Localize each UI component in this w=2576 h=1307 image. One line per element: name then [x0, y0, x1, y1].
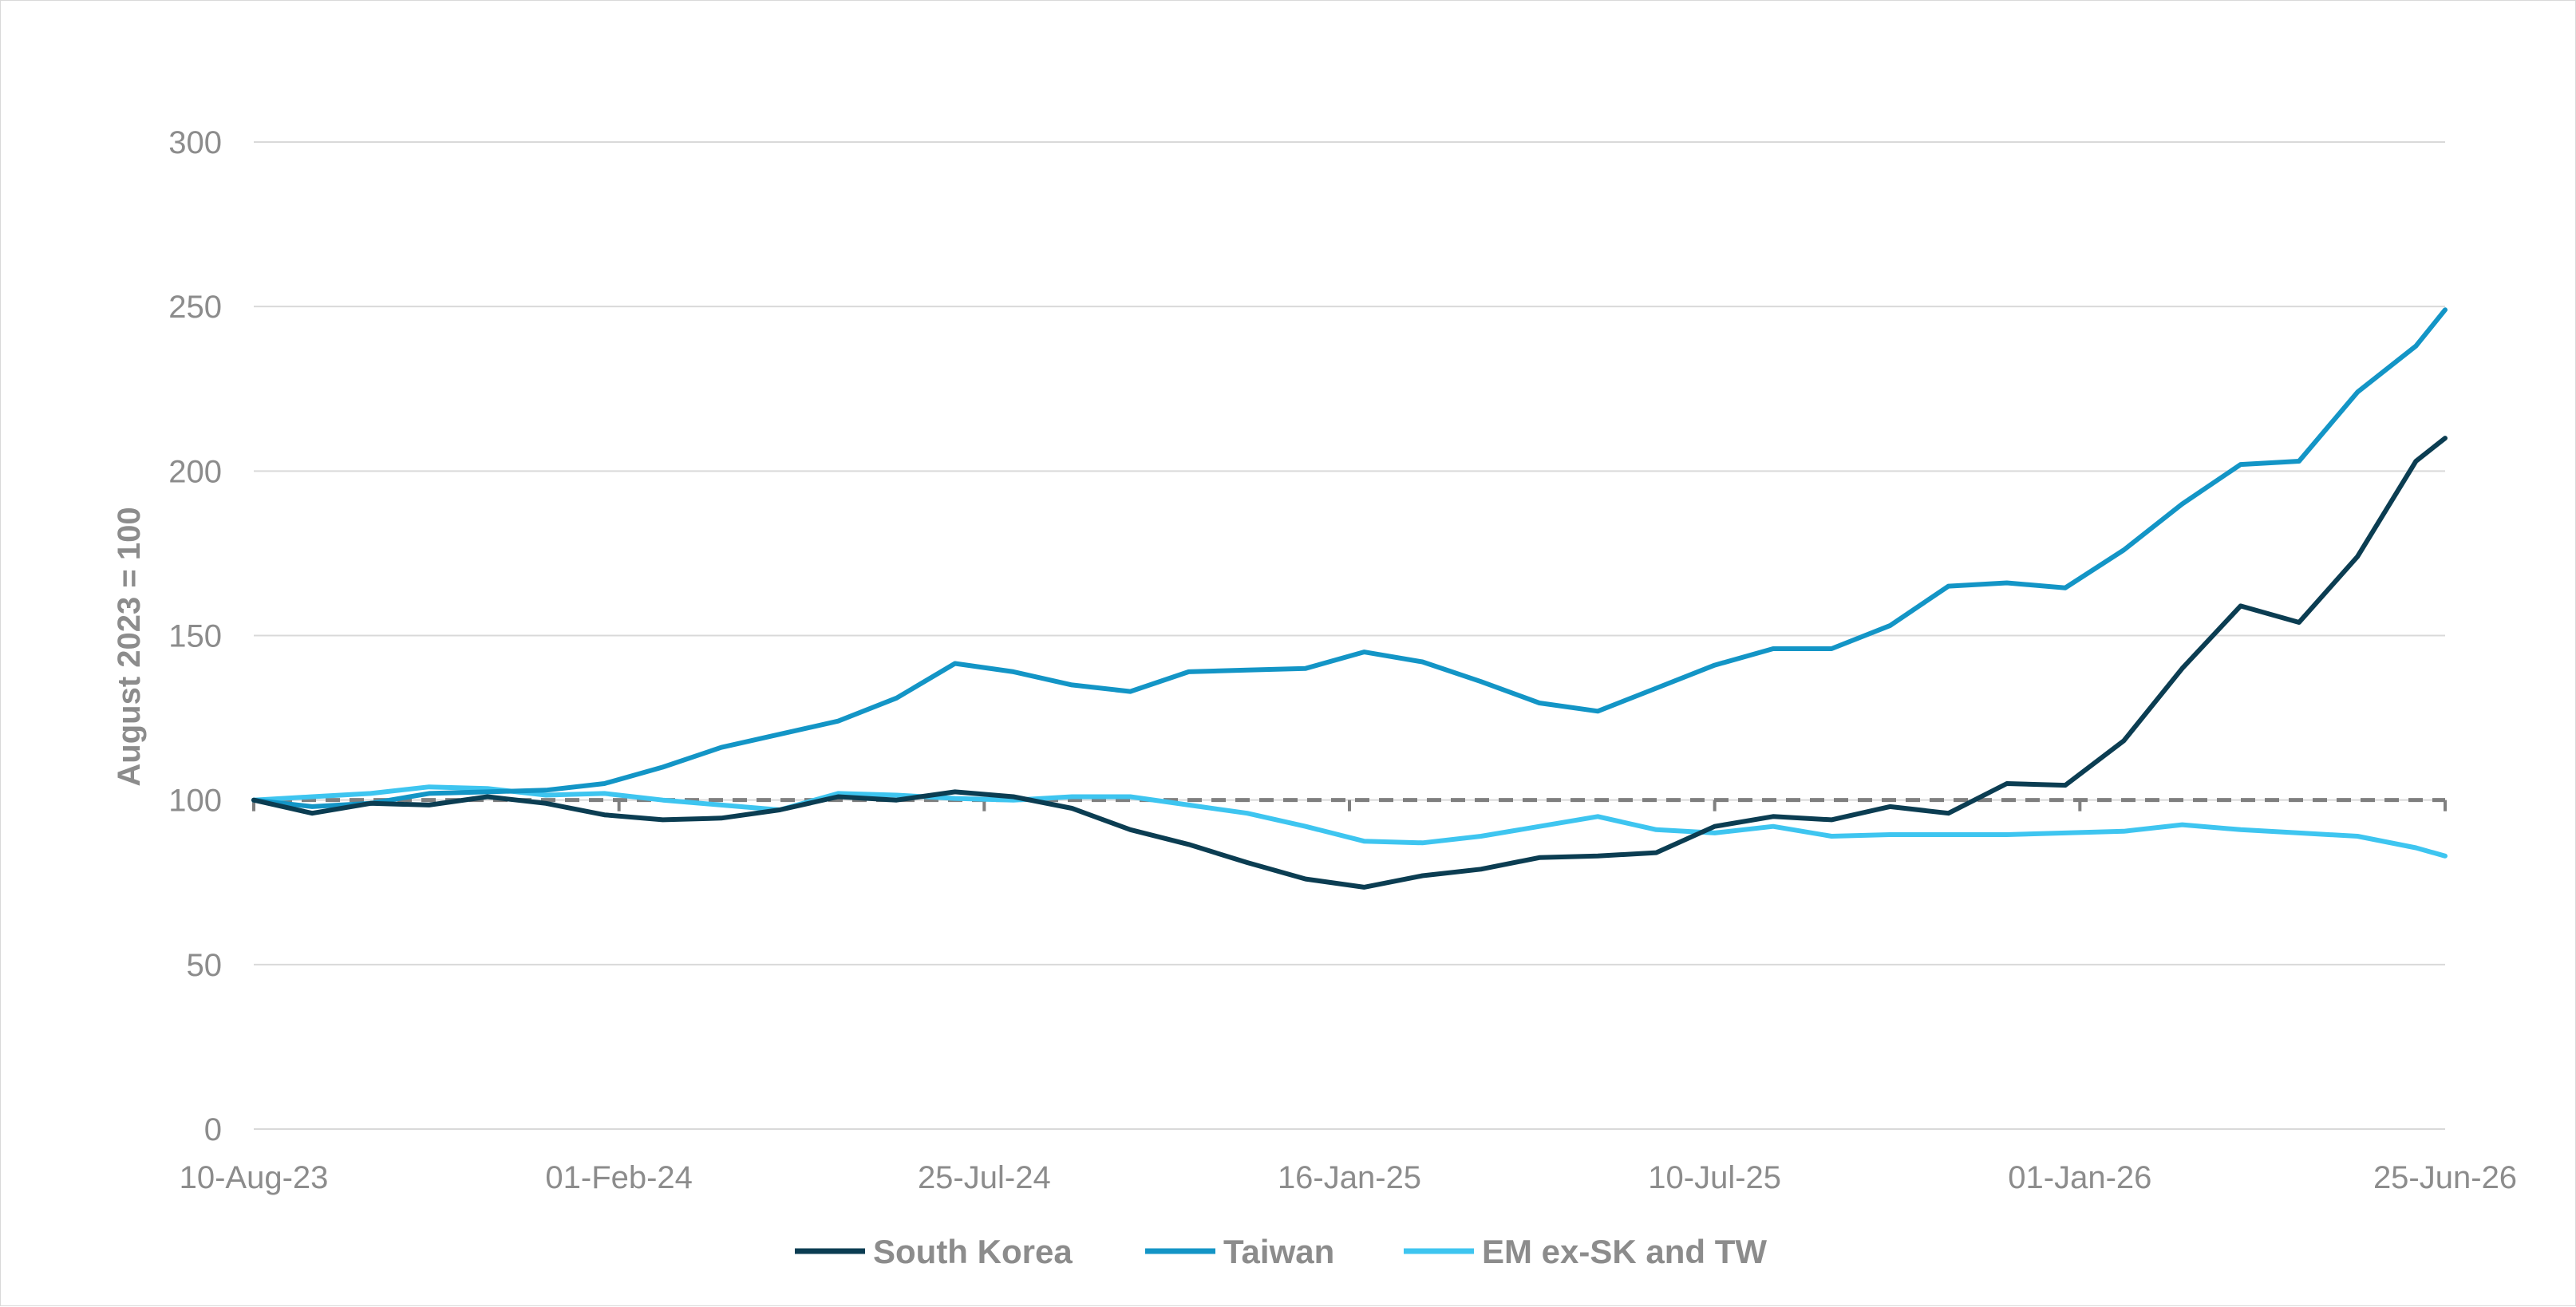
x-tick-label: 01-Jan-26 — [2008, 1160, 2151, 1195]
y-tick-label: 250 — [168, 290, 222, 325]
axis-layer: 0 50 100 150 200 250 300 10-Aug-23 01-Feb-24 25-J… — [168, 125, 2517, 1195]
series-line-taiwan — [251, 307, 2448, 809]
y-tick-label: 0 — [204, 1112, 222, 1147]
x-tick-label: 10-Aug-23 — [180, 1160, 329, 1195]
y-axis-label: August 2023 = 100 — [112, 507, 147, 786]
series-layer — [251, 307, 2448, 890]
x-tick-label: 10-Jul-25 — [1648, 1160, 1781, 1195]
x-tick-label: 16-Jan-25 — [1278, 1160, 1421, 1195]
y-tick-label: 50 — [187, 948, 223, 983]
legend-label-taiwan: Taiwan — [1223, 1233, 1334, 1270]
series-line-south-korea — [251, 436, 2448, 890]
x-tick-label: 25-Jun-26 — [2373, 1160, 2517, 1195]
y-tick-label: 200 — [168, 454, 222, 489]
y-tick-label: 150 — [168, 619, 222, 654]
legend-label-south-korea: South Korea — [873, 1233, 1073, 1270]
y-tick-label: 100 — [168, 784, 222, 819]
y-tick-label: 300 — [168, 125, 222, 160]
legend-label-em-ex-sk-and-tw: EM ex-SK and TW — [1482, 1233, 1767, 1270]
series-line-em-ex-sk-and-tw — [251, 784, 2448, 859]
x-tick-label: 25-Jul-24 — [918, 1160, 1051, 1195]
x-tick-label: 01-Feb-24 — [545, 1160, 693, 1195]
legend: South Korea Taiwan EM ex-SK and TW — [795, 1233, 1767, 1270]
